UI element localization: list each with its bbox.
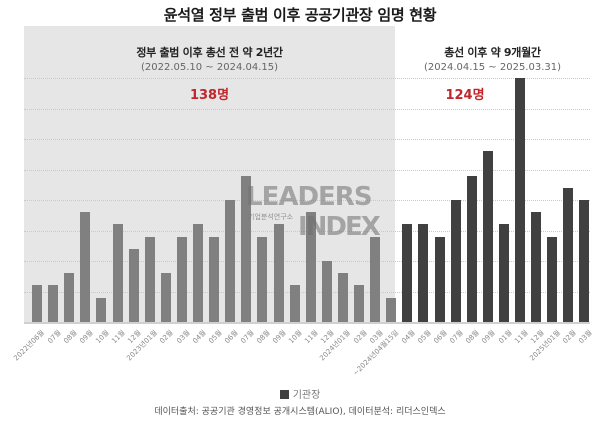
bar [225,200,236,322]
bar [547,236,558,322]
bar [515,78,525,322]
x-axis-tick-label: 02월 [561,328,578,346]
period-range: (2022.05.10 ~ 2024.04.15) [140,62,279,73]
bar [482,151,493,322]
x-axis-line [24,322,590,324]
bar [64,273,75,322]
bar [370,236,381,322]
x-axis-tick-label: 07월 [45,328,63,346]
bar [402,224,413,322]
x-axis-tick-label: 04월 [190,328,208,346]
x-axis-tick-label: 07월 [448,328,465,346]
bar [257,236,268,322]
legend: 기관장 [0,386,600,401]
period-total-post: 124명 [445,88,485,103]
bar [273,224,284,322]
period-post-election: 총선 이후 약 9개월간 (2024.04.15 ~ 2025.03.31) [395,44,590,73]
bar [321,261,332,322]
bar [289,285,300,322]
period-pre-election: 정부 출범 이후 총선 전 약 2년간 (2022.05.10 ~ 2024.0… [24,44,395,73]
x-axis-tick-label: 01월 [496,328,514,346]
x-axis-tick-label: 09월 [271,328,288,346]
x-axis-tick-label: 05월 [206,328,224,346]
x-axis-tick-label: 07월 [239,328,256,346]
x-axis-tick-label: 02월 [351,328,369,346]
legend-label: 기관장 [292,390,321,401]
bar [450,200,461,322]
period-heading: 정부 출범 이후 총선 전 약 2년간 [136,46,283,59]
x-axis-tick-label: 10월 [287,328,304,346]
bar [418,224,429,322]
bar [209,236,220,322]
x-axis-tick-label: 08월 [62,328,79,346]
x-axis-tick-label: 11월 [303,328,321,346]
x-axis-tick-label: 10월 [94,328,111,346]
x-axis-tick-label: 06월 [223,328,240,346]
bar [579,200,590,322]
bar [193,224,203,322]
bar [241,175,252,322]
x-axis-tick-label: 11월 [512,328,530,346]
x-axis-tick-label: 09월 [78,328,95,346]
x-axis-tick-label: 2022년06월 [12,328,47,363]
bar [305,212,316,322]
period-total-pre: 138명 [189,88,230,103]
gridline [24,78,590,79]
x-axis-tick-label: 06월 [432,328,449,346]
gridline [24,200,590,201]
x-axis-tick-label: 08월 [255,328,272,346]
data-source-footer: 데이터출처: 공공기관 경영정보 공개시스템(ALIO), 데이터분석: 리더스… [154,407,446,417]
bar [144,236,155,322]
bar [434,236,445,322]
bar [563,187,574,322]
bar [112,224,123,322]
x-axis-tick-label: 04월 [400,328,417,346]
chart-title: 윤석열 정부 출범 이후 공공기관장 임명 현황 [163,6,437,24]
x-axis-tick-label: 08월 [464,328,482,346]
bar [160,273,171,322]
x-axis-tick-label: 09월 [480,328,498,346]
x-axis-tick-label: 02월 [158,328,176,346]
x-axis-tick-label: 05월 [416,328,433,346]
bar [531,212,542,322]
gridline [24,139,590,140]
period-heading: 총선 이후 약 9개월간 [444,46,541,59]
bar [48,285,59,322]
bar [80,212,91,322]
x-axis-tick-label: 03월 [577,328,594,346]
bar [386,297,397,322]
x-axis-tick-label: 11월 [110,328,127,346]
bar [96,297,107,322]
bar [176,236,187,322]
bar [32,285,42,322]
period-range: (2024.04.15 ~ 2025.03.31) [423,62,562,73]
bar [466,175,477,322]
gridline [24,108,590,110]
bar [128,248,139,322]
bar [354,285,364,322]
bar [337,273,348,322]
x-axis-tick-label: 03월 [174,328,192,346]
legend-swatch-icon [279,390,289,399]
bar [498,224,509,322]
gridline [24,169,590,171]
